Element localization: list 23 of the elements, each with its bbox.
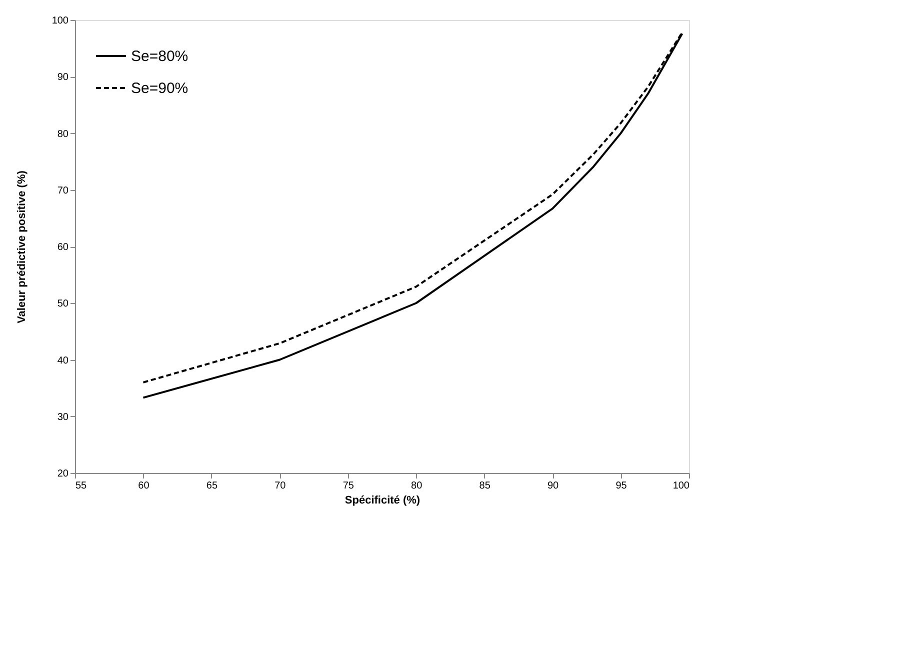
y-tick-label: 70 <box>57 185 69 196</box>
x-tick-label: 55 <box>76 480 88 492</box>
x-tick-label: 80 <box>411 480 423 492</box>
legend-label: Se=90% <box>131 80 188 97</box>
y-tick-label: 80 <box>57 128 69 140</box>
x-tick-label: 60 <box>138 480 150 492</box>
x-axis-title: Spécificité (%) <box>344 494 420 506</box>
x-tick-label: 100 <box>672 480 690 492</box>
y-tick-label: 90 <box>57 72 69 84</box>
x-tick-label: 95 <box>616 480 628 492</box>
x-tick-label: 90 <box>547 480 560 492</box>
y-tick-label: 20 <box>57 468 69 480</box>
y-tick-label: 40 <box>57 355 69 366</box>
legend-label: Se=80% <box>131 48 188 65</box>
x-tick-label: 65 <box>206 480 218 492</box>
y-tick-label: 100 <box>52 16 69 26</box>
x-tick-label: 75 <box>342 480 354 492</box>
y-axis-title: Valeur prédictive positive (%) <box>16 170 28 324</box>
x-tick-label: 70 <box>274 480 286 492</box>
x-tick-label: 85 <box>479 480 491 492</box>
y-tick-label: 30 <box>57 412 69 423</box>
y-tick-label: 50 <box>57 298 69 310</box>
y-tick-label: 60 <box>57 242 69 253</box>
